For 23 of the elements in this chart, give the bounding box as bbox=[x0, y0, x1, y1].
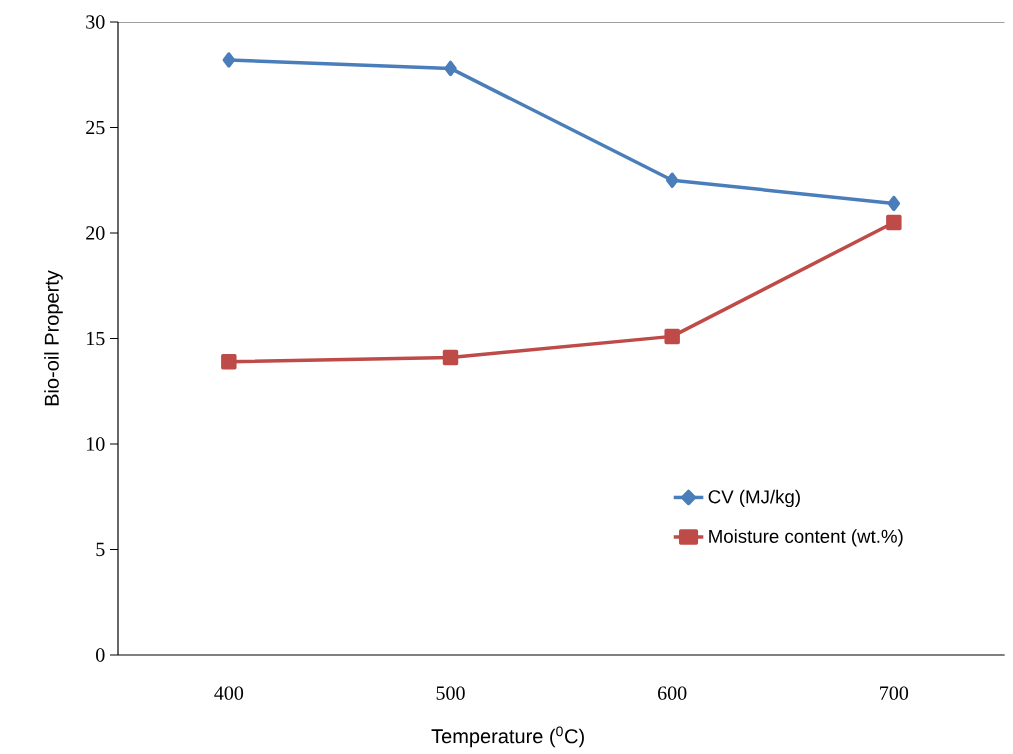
y-tick-label: 15 bbox=[87, 331, 105, 346]
y-tick-label: 10 bbox=[87, 437, 105, 451]
y-tick-label: 0 bbox=[96, 648, 105, 662]
x-axis-title: Temperature ($^{0}$C) bbox=[431, 726, 584, 748]
y-tick-label: 30 bbox=[86, 15, 105, 29]
x-tick-label: 400 bbox=[214, 686, 244, 700]
point bbox=[222, 52, 236, 68]
legend-label: Moisture content (wt.%) bbox=[709, 529, 903, 547]
x-tick-label: 500 bbox=[436, 686, 465, 700]
point bbox=[442, 349, 459, 366]
y-tick-label: 20 bbox=[86, 226, 105, 240]
y-tick-label: 5 bbox=[96, 542, 105, 557]
legend-label: CV (MJ/kg) bbox=[708, 489, 800, 508]
x-tick-label: 600 bbox=[658, 686, 687, 700]
y-tick-label: 25 bbox=[86, 120, 105, 135]
point bbox=[887, 195, 901, 212]
point bbox=[886, 214, 902, 231]
point bbox=[664, 328, 680, 345]
point bbox=[221, 353, 237, 370]
y-axis-title: Bio-oil Property bbox=[44, 270, 63, 406]
point bbox=[444, 60, 457, 77]
point bbox=[665, 172, 679, 188]
x-tick-label: 700 bbox=[880, 686, 909, 700]
